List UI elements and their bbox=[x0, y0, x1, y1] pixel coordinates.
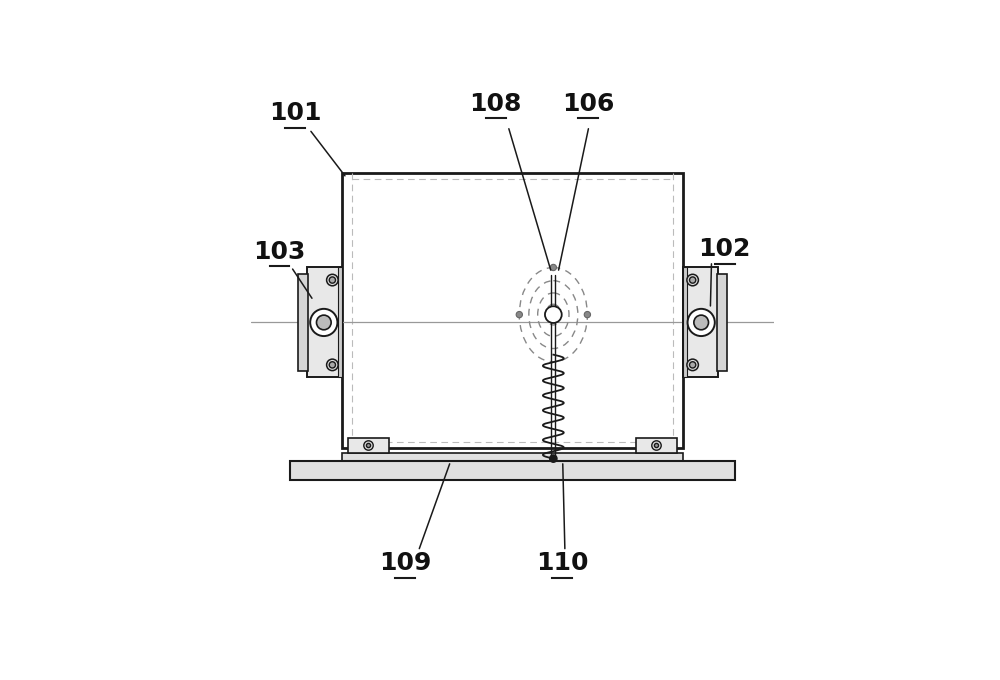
Circle shape bbox=[550, 265, 556, 271]
Circle shape bbox=[329, 362, 336, 368]
Bar bbox=[298, 274, 308, 371]
Circle shape bbox=[316, 315, 331, 330]
Circle shape bbox=[687, 274, 698, 286]
Bar bbox=[290, 461, 735, 479]
Text: 103: 103 bbox=[253, 240, 306, 264]
Text: 102: 102 bbox=[698, 237, 751, 261]
Bar bbox=[717, 274, 727, 371]
Bar bbox=[307, 267, 342, 377]
Circle shape bbox=[516, 311, 522, 318]
Circle shape bbox=[688, 309, 715, 336]
Bar bbox=[338, 267, 342, 377]
Circle shape bbox=[689, 277, 696, 283]
Circle shape bbox=[329, 277, 336, 283]
Bar bbox=[683, 267, 718, 377]
Text: 109: 109 bbox=[379, 551, 431, 575]
Circle shape bbox=[689, 362, 696, 368]
Bar bbox=[342, 173, 683, 448]
Text: 106: 106 bbox=[562, 92, 615, 116]
Circle shape bbox=[310, 309, 337, 336]
Circle shape bbox=[545, 306, 562, 323]
Text: 108: 108 bbox=[470, 92, 522, 116]
Circle shape bbox=[584, 311, 591, 318]
Circle shape bbox=[327, 274, 338, 286]
Circle shape bbox=[654, 443, 659, 447]
Circle shape bbox=[694, 315, 709, 330]
Bar bbox=[683, 267, 687, 377]
Bar bbox=[348, 438, 389, 454]
Circle shape bbox=[550, 455, 557, 462]
Circle shape bbox=[364, 441, 373, 450]
Circle shape bbox=[687, 359, 698, 371]
Bar bbox=[342, 454, 683, 461]
Circle shape bbox=[366, 443, 371, 447]
Bar bbox=[636, 438, 677, 454]
Text: 101: 101 bbox=[269, 101, 321, 125]
Circle shape bbox=[327, 359, 338, 371]
Text: 110: 110 bbox=[536, 551, 588, 575]
Circle shape bbox=[652, 441, 661, 450]
